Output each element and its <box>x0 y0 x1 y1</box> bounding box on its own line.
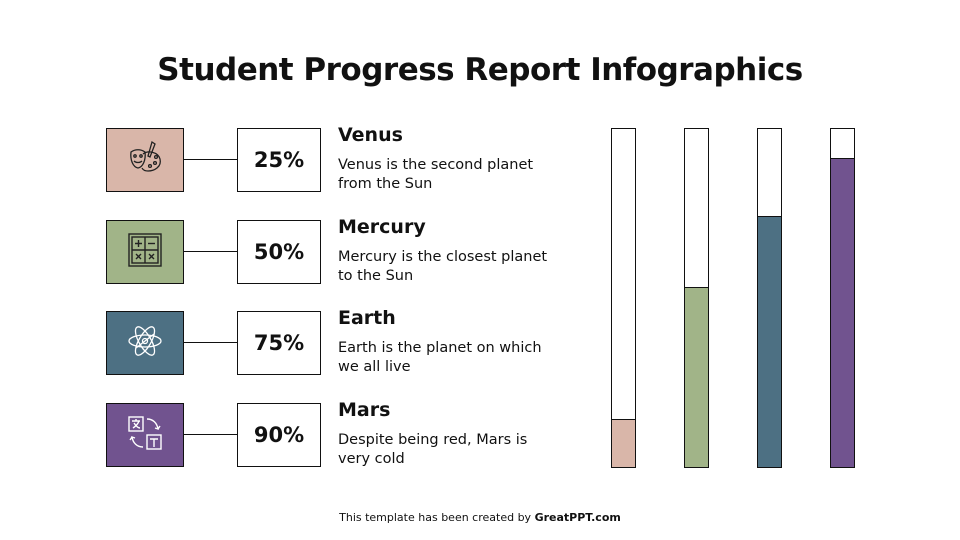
connector-line <box>184 342 237 343</box>
progress-fill <box>831 158 854 467</box>
percent-box: 75% <box>237 311 321 375</box>
progress-bar-venus <box>611 128 636 468</box>
connector-line <box>184 159 237 160</box>
planet-description: Mercury is the closest planet to the Sun <box>338 249 548 284</box>
translate-icon <box>125 413 165 457</box>
planet-description: Despite being red, Mars is very cold <box>338 432 528 467</box>
percent-box: 90% <box>237 403 321 467</box>
atom-icon <box>126 322 164 364</box>
planet-name: Mercury <box>338 216 426 238</box>
planet-description: Venus is the second planet from the Sun <box>338 157 534 192</box>
planet-row-mercury: 50% Mercury Mercury is the closest plane… <box>106 216 566 284</box>
progress-bar-mercury <box>684 128 709 468</box>
percent-value: 50% <box>253 240 305 264</box>
planet-name: Mars <box>338 399 391 421</box>
footer: This template has been created by GreatP… <box>0 511 960 524</box>
page-title: Student Progress Report Infographics <box>157 52 803 88</box>
percent-box: 25% <box>237 128 321 192</box>
progress-fill <box>758 215 781 467</box>
progress-bar-mars <box>830 128 855 468</box>
footer-brand: GreatPPT.com <box>534 511 621 524</box>
icon-box <box>106 128 184 192</box>
connector-line <box>184 251 237 252</box>
planet-name: Earth <box>338 307 396 329</box>
planet-name: Venus <box>338 124 403 146</box>
progress-bar-earth <box>757 128 782 468</box>
footer-text: This template has been created by <box>339 511 535 524</box>
icon-box <box>106 403 184 467</box>
planet-description: Earth is the planet on which we all live <box>338 340 542 375</box>
progress-fill <box>612 418 635 467</box>
percent-value: 90% <box>253 423 305 447</box>
percent-value: 25% <box>253 148 305 172</box>
planet-row-venus: 25% Venus Venus is the second planet fro… <box>106 124 566 192</box>
percent-value: 75% <box>253 331 305 355</box>
planet-row-mars: 90% Mars Despite being red, Mars is very… <box>106 399 566 467</box>
math-operations-icon <box>126 231 164 273</box>
connector-line <box>184 434 237 435</box>
percent-box: 50% <box>237 220 321 284</box>
icon-box <box>106 311 184 375</box>
planet-row-earth: 75% Earth Earth is the planet on which w… <box>106 307 566 375</box>
progress-fill <box>685 286 708 467</box>
theater-masks-palette-icon <box>125 138 165 182</box>
icon-box <box>106 220 184 284</box>
